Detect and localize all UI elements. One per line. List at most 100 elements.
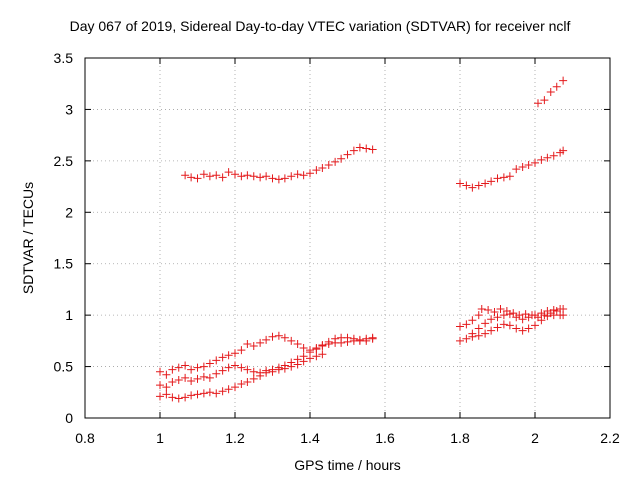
data-point	[505, 172, 514, 181]
data-point	[224, 363, 233, 372]
data-point	[509, 309, 518, 318]
data-point	[181, 361, 190, 370]
data-point	[237, 172, 246, 181]
x-tick-label: 0.8	[75, 430, 95, 446]
data-point	[274, 365, 283, 374]
data-point	[481, 179, 490, 188]
data-point	[524, 160, 533, 169]
data-point	[349, 334, 358, 343]
data-series	[181, 143, 377, 184]
data-point	[218, 173, 227, 182]
data-point	[543, 307, 552, 316]
data-point	[324, 337, 333, 346]
data-point	[549, 306, 558, 314]
data-point	[556, 304, 565, 313]
data-point	[212, 389, 221, 398]
data-point	[181, 171, 190, 180]
data-point	[481, 329, 490, 338]
data-point	[468, 316, 477, 325]
data-point	[224, 385, 233, 394]
data-point	[205, 359, 214, 368]
data-point	[199, 389, 208, 398]
data-point	[456, 322, 464, 331]
data-series	[456, 311, 568, 345]
data-point	[499, 173, 508, 182]
data-point	[262, 368, 271, 377]
data-point	[287, 172, 296, 181]
data-point	[362, 144, 371, 153]
data-point	[531, 321, 539, 330]
data-series	[456, 304, 568, 331]
data-point	[490, 308, 499, 317]
data-point	[487, 315, 496, 324]
y-tick-label: 3	[65, 101, 73, 117]
data-point	[287, 336, 296, 345]
data-point	[496, 304, 505, 313]
data-point	[268, 174, 277, 183]
data-point	[205, 172, 214, 181]
data-point	[156, 381, 164, 390]
data-point	[187, 173, 196, 182]
data-point	[531, 311, 539, 320]
data-point	[243, 365, 252, 374]
data-point	[487, 326, 496, 335]
data-point	[218, 387, 227, 396]
data-point	[484, 306, 493, 314]
y-tick-label: 0	[65, 410, 73, 426]
data-point	[174, 375, 183, 384]
data-point	[249, 367, 258, 376]
data-point	[231, 170, 239, 179]
data-point	[162, 383, 171, 392]
data-point	[355, 143, 364, 152]
data-point	[493, 174, 502, 183]
data-point	[512, 324, 521, 333]
data-point	[212, 171, 221, 180]
data-point	[293, 339, 302, 348]
data-point	[181, 373, 190, 382]
data-point	[280, 364, 289, 373]
data-point	[474, 181, 483, 190]
data-point	[168, 365, 177, 374]
data-point	[468, 329, 477, 338]
data-point	[293, 170, 302, 179]
data-point	[193, 174, 202, 183]
y-tick-label: 2.5	[54, 153, 74, 169]
data-point	[249, 172, 258, 181]
data-point	[343, 150, 352, 159]
data-point	[237, 363, 246, 372]
x-tick-label: 1.6	[375, 430, 395, 446]
data-point	[493, 313, 502, 322]
data-point	[293, 360, 302, 369]
y-tick-label: 0.5	[54, 359, 74, 375]
data-point	[537, 155, 546, 164]
data-point	[280, 333, 289, 342]
data-point	[462, 181, 471, 190]
data-point	[534, 99, 542, 108]
y-tick-label: 1.5	[54, 256, 74, 272]
data-point	[287, 362, 296, 371]
data-point	[243, 339, 252, 348]
data-point	[318, 350, 327, 359]
data-point	[249, 342, 258, 350]
x-tick-label: 2	[531, 430, 539, 446]
data-point	[237, 380, 246, 389]
data-point	[318, 340, 327, 349]
data-point	[540, 96, 549, 105]
data-point	[518, 163, 527, 172]
data-point	[312, 166, 321, 175]
data-point	[224, 351, 233, 360]
data-point	[174, 363, 183, 372]
data-point	[299, 344, 308, 353]
data-point	[205, 373, 214, 382]
data-point	[193, 374, 202, 383]
data-point	[368, 334, 377, 343]
data-point	[337, 154, 346, 163]
x-tick-label: 1.4	[300, 430, 320, 446]
data-point	[343, 333, 352, 342]
data-point	[505, 321, 514, 330]
data-point	[487, 177, 496, 186]
data-point	[187, 391, 196, 400]
data-point	[524, 313, 533, 322]
x-tick-label: 1.8	[450, 430, 470, 446]
